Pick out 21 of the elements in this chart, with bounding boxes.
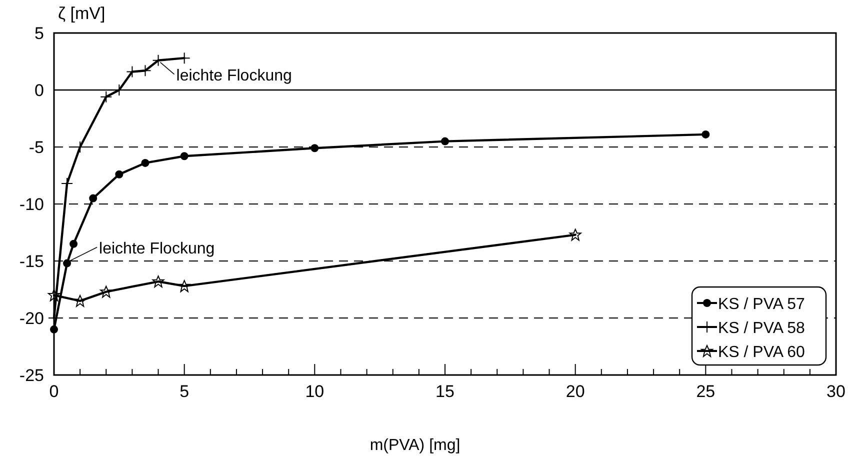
x-tick-label: 20	[566, 382, 585, 401]
x-tick-label: 5	[180, 382, 190, 401]
legend-label: KS / PVA 58	[718, 320, 805, 337]
y-tick-label: -5	[28, 138, 44, 157]
x-tick-label: 30	[826, 382, 846, 401]
x-axis-title: m(PVA) [mg]	[370, 437, 460, 454]
y-tick-label: -10	[19, 195, 44, 214]
y-tick-label: 0	[34, 81, 44, 100]
y-tick-label: -15	[19, 252, 44, 271]
x-tick-label: 0	[49, 382, 59, 401]
x-tick-label: 10	[305, 382, 324, 401]
y-tick-label: 5	[34, 24, 44, 43]
annotation: leichte Flockung	[176, 67, 292, 84]
y-tick-label: -25	[19, 366, 44, 385]
annotation: leichte Flockung	[99, 240, 215, 258]
y-axis-title: ζ [mV]	[58, 4, 106, 23]
y-tick-label: -20	[19, 309, 44, 328]
legend-label: KS / PVA 60	[718, 344, 805, 361]
x-tick-label: 15	[436, 382, 454, 401]
legend-label: KS / PVA 57	[718, 296, 805, 313]
x-tick-label: 25	[696, 382, 716, 401]
